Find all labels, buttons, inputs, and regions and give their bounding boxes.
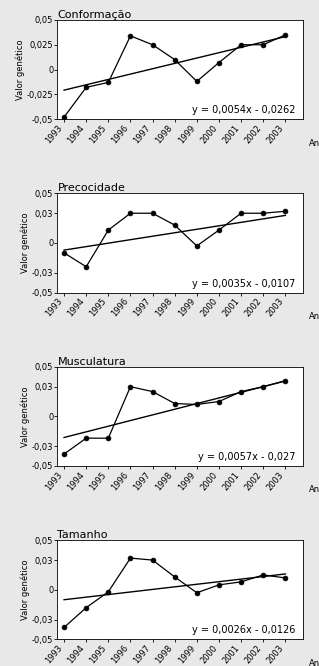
Y-axis label: Valor genético: Valor genético — [16, 39, 25, 100]
Text: Precocidade: Precocidade — [57, 183, 125, 193]
Text: Ano: Ano — [308, 486, 319, 494]
Text: Ano: Ano — [308, 139, 319, 148]
Text: Tamanho: Tamanho — [57, 530, 108, 540]
Text: y = 0,0057x - 0,027: y = 0,0057x - 0,027 — [198, 452, 296, 462]
Y-axis label: Valor genético: Valor genético — [21, 212, 30, 273]
Y-axis label: Valor genético: Valor genético — [21, 386, 30, 447]
Text: y = 0,0054x - 0,0262: y = 0,0054x - 0,0262 — [192, 105, 296, 115]
Text: y = 0,0026x - 0,0126: y = 0,0026x - 0,0126 — [192, 625, 296, 635]
Text: Ano: Ano — [308, 659, 319, 666]
Text: Ano: Ano — [308, 312, 319, 321]
Text: Conformação: Conformação — [57, 10, 132, 20]
Text: Musculatura: Musculatura — [57, 357, 126, 367]
Text: y = 0,0035x - 0,0107: y = 0,0035x - 0,0107 — [192, 278, 296, 288]
Y-axis label: Valor genético: Valor genético — [21, 559, 30, 620]
